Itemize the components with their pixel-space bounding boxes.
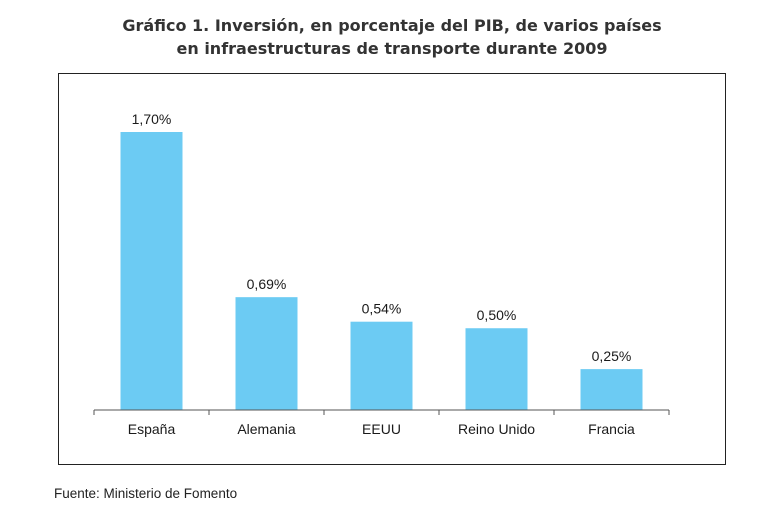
data-label-3: 0,54%	[362, 301, 402, 317]
bar-1	[120, 132, 183, 410]
chart-title-line-1: Gráfico 1. Inversión, en porcentaje del …	[122, 16, 662, 35]
source-note: Fuente: Ministerio de Fomento	[54, 486, 238, 501]
chart-title: Gráfico 1. Inversión, en porcentaje del …	[0, 14, 784, 60]
category-label-3: EEUU	[362, 421, 401, 437]
data-label-1: 1,70%	[132, 111, 172, 127]
category-label-5: Francia	[588, 421, 635, 437]
chart-title-line-2: en infraestructuras de transporte durant…	[176, 39, 608, 58]
data-label-2: 0,69%	[247, 276, 287, 292]
bar-3	[350, 321, 413, 410]
bar-4	[465, 328, 528, 410]
category-label-2: Alemania	[237, 421, 296, 437]
bar-chart: 1,70% España 0,69% Alemania 0,54% EEUU 0,50% Re…	[93, 111, 670, 437]
bar-5	[580, 369, 643, 410]
data-label-4: 0,50%	[477, 307, 517, 323]
bar-2	[235, 297, 298, 410]
category-label-1: España	[128, 421, 176, 437]
category-label-4: Reino Unido	[458, 421, 535, 437]
chart-frame: 1,70% España 0,69% Alemania 0,54% EEUU 0,50% Re…	[58, 73, 726, 465]
data-label-5: 0,25%	[592, 348, 632, 364]
